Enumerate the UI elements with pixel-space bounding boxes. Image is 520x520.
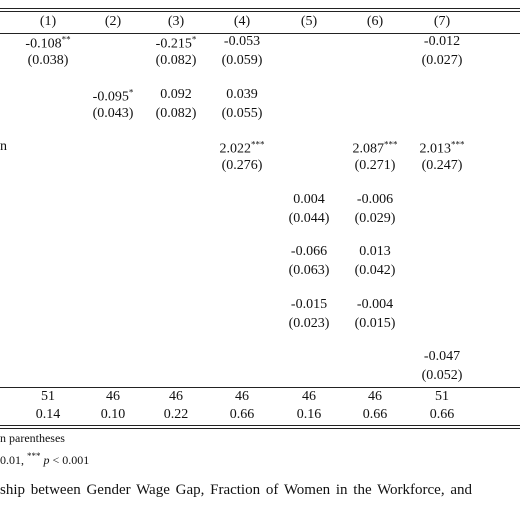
significance-stars: * xyxy=(191,34,197,45)
coef-value: 2.022 xyxy=(219,141,252,157)
rule xyxy=(0,425,520,426)
standard-error: (0.082) xyxy=(155,53,197,68)
observations: 46 xyxy=(235,389,249,404)
standard-error: (0.042) xyxy=(354,263,396,278)
column-header: (5) xyxy=(300,14,318,29)
standard-error: (0.271) xyxy=(354,158,396,173)
coefficient: -0.006 xyxy=(357,191,393,209)
coef-value: -0.108 xyxy=(25,36,62,52)
observations: 46 xyxy=(106,389,120,404)
coef-value: 0.013 xyxy=(359,244,391,259)
column-header: (3) xyxy=(167,14,185,29)
coef-value: 0.039 xyxy=(226,87,258,102)
coefficient: 0.013 xyxy=(359,243,391,261)
rule xyxy=(0,387,520,388)
coefficient: -0.053 xyxy=(224,33,260,51)
r-squared: 0.66 xyxy=(429,407,455,422)
observations: 51 xyxy=(435,389,449,404)
coef-value: -0.047 xyxy=(423,349,461,364)
significance-stars: *** xyxy=(251,139,265,150)
r-squared: 0.66 xyxy=(229,407,255,422)
standard-error: (0.029) xyxy=(354,211,396,226)
column-header: (2) xyxy=(104,14,122,29)
observations: 46 xyxy=(368,389,382,404)
r-squared: 0.22 xyxy=(163,407,189,422)
standard-error: (0.038) xyxy=(27,53,69,68)
note-text: 0.01, xyxy=(0,453,24,467)
observations: 51 xyxy=(41,389,55,404)
significance-stars: * xyxy=(128,87,134,98)
coef-value: -0.015 xyxy=(290,297,328,312)
coefficient: -0.012 xyxy=(424,33,460,51)
r-squared: 0.66 xyxy=(362,407,388,422)
coefficient: 0.004 xyxy=(293,191,325,209)
coef-value: -0.012 xyxy=(423,34,461,49)
coefficient: -0.066 xyxy=(291,243,327,261)
coefficient: 0.092 xyxy=(160,86,192,104)
note: n parentheses xyxy=(0,431,65,445)
rule xyxy=(0,8,520,9)
r-squared: 0.10 xyxy=(100,407,126,422)
coefficient: 2.022*** xyxy=(220,136,265,159)
coefficient: -0.004 xyxy=(357,296,393,314)
rule xyxy=(0,11,520,12)
standard-error: (0.023) xyxy=(288,316,330,331)
coefficient: 2.013*** xyxy=(420,136,465,159)
standard-error: (0.027) xyxy=(421,53,463,68)
column-header: (1) xyxy=(39,14,57,29)
column-header: (4) xyxy=(233,14,251,29)
significance-stars: *** xyxy=(451,139,465,150)
coefficient: -0.047 xyxy=(424,348,460,366)
standard-error: (0.082) xyxy=(155,106,197,121)
rule xyxy=(0,428,520,429)
observations: 46 xyxy=(169,389,183,404)
note-text: < 0.001 xyxy=(52,453,90,467)
note: 0.01, *** p < 0.001 xyxy=(0,447,89,469)
standard-error: (0.043) xyxy=(92,106,134,121)
standard-error: (0.055) xyxy=(221,106,263,121)
standard-error: (0.276) xyxy=(221,158,263,173)
coefficient: 2.087*** xyxy=(353,136,398,159)
standard-error: (0.015) xyxy=(354,316,396,331)
significance-stars: ** xyxy=(61,34,71,45)
coefficient: -0.215* xyxy=(156,31,197,54)
observations: 46 xyxy=(302,389,316,404)
row-label: n xyxy=(0,139,7,154)
rule xyxy=(0,33,520,34)
coef-value: -0.006 xyxy=(356,192,394,207)
standard-error: (0.059) xyxy=(221,53,263,68)
standard-error: (0.063) xyxy=(288,263,330,278)
column-header: (7) xyxy=(433,14,451,29)
note-p: p xyxy=(43,453,50,467)
coef-value: -0.004 xyxy=(356,297,394,312)
coef-value: -0.215 xyxy=(155,36,192,52)
coef-value: 0.004 xyxy=(293,192,325,207)
coef-value: 2.013 xyxy=(419,141,452,157)
standard-error: (0.044) xyxy=(288,211,330,226)
coefficient: -0.108** xyxy=(25,31,70,54)
significance-stars: *** xyxy=(384,139,398,150)
coef-value: -0.053 xyxy=(223,34,261,49)
column-header: (6) xyxy=(366,14,384,29)
coefficient: -0.015 xyxy=(291,296,327,314)
coef-value: -0.095 xyxy=(92,89,129,105)
standard-error: (0.247) xyxy=(421,158,463,173)
r-squared: 0.16 xyxy=(296,407,322,422)
standard-error: (0.052) xyxy=(421,368,463,383)
caption: ship between Gender Wage Gap, Fraction o… xyxy=(0,482,472,498)
coef-value: 2.087 xyxy=(352,141,385,157)
note-stars: *** xyxy=(27,451,41,461)
coefficient: -0.095* xyxy=(93,84,134,107)
coef-value: -0.066 xyxy=(290,244,328,259)
coef-value: 0.092 xyxy=(160,87,192,102)
r-squared: 0.14 xyxy=(35,407,61,422)
coefficient: 0.039 xyxy=(226,86,258,104)
